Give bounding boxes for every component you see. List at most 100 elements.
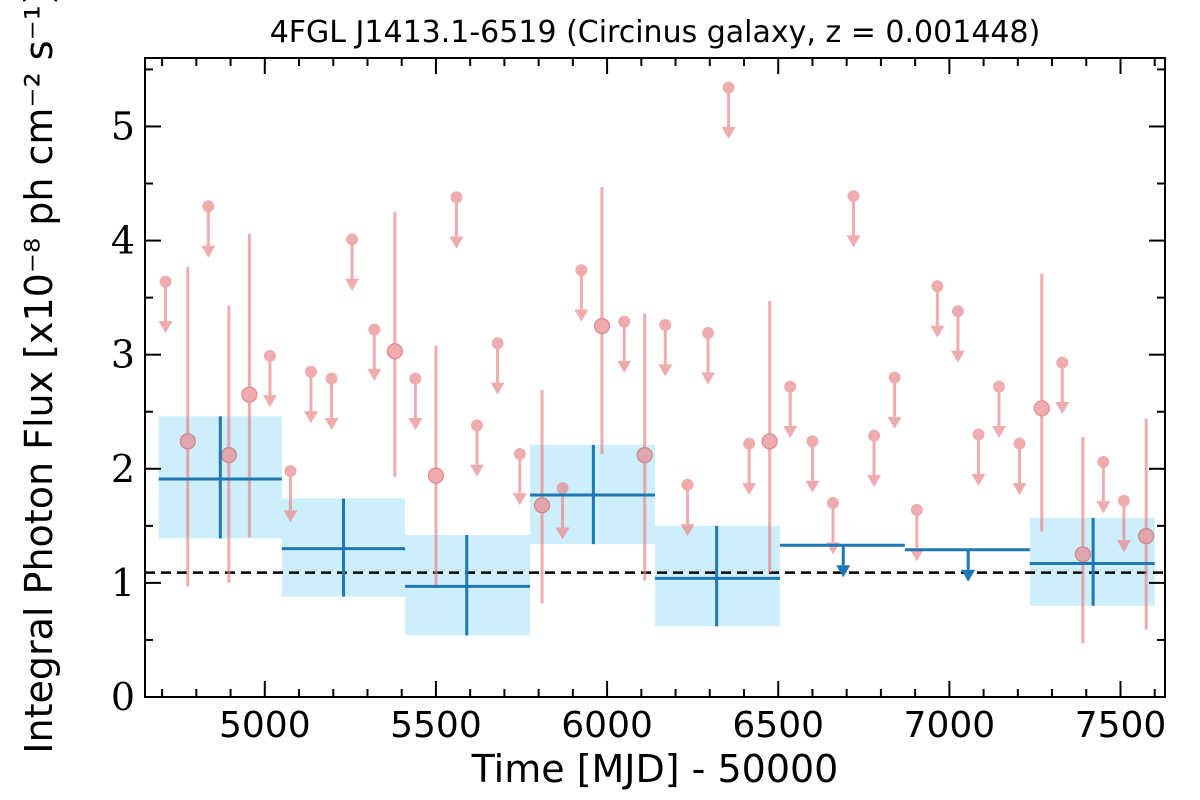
upper-limit-marker — [1013, 437, 1026, 450]
upper-limit-arrow — [867, 475, 882, 488]
short-bin-point-45 — [1074, 436, 1091, 644]
short-bin-point-6 — [262, 349, 277, 408]
upper-limit-arrow — [909, 549, 924, 562]
short-bin-point-42 — [1012, 437, 1027, 496]
data-marker — [1138, 528, 1155, 545]
short-bin-point-38 — [930, 280, 945, 338]
short-bin-point-34 — [846, 190, 861, 248]
upper-limit-arrow — [721, 127, 736, 140]
y-axis-label: Integral Photon Flux [x10⁻⁸ ph cm⁻² s⁻¹] — [17, 0, 61, 754]
upper-limit-arrow — [783, 425, 798, 438]
upper-limit-marker — [491, 337, 504, 350]
short-bin-point-47 — [1116, 494, 1131, 553]
upper-limit-arrow — [1116, 540, 1131, 553]
upper-limit-marker — [702, 326, 715, 339]
short-bin-point-21 — [574, 264, 589, 322]
short-bin-point-32 — [805, 435, 820, 493]
short-bin-point-8 — [304, 365, 319, 424]
short-bin-point-37 — [909, 503, 924, 562]
upper-limit-marker — [513, 447, 526, 460]
short-bin-point-3 — [201, 200, 216, 258]
upper-limit-arrow — [742, 483, 757, 496]
upper-limit-marker — [806, 435, 819, 448]
upper-limit-marker — [305, 365, 318, 378]
short-bin-point-18 — [512, 447, 527, 506]
upper-limit-arrow — [574, 309, 589, 322]
upper-limit-arrow — [658, 364, 673, 377]
upper-limit-arrow — [283, 510, 298, 523]
upper-limit-marker — [346, 233, 359, 246]
upper-limit-arrow — [617, 360, 632, 373]
x-tick-label: 6000 — [561, 705, 653, 746]
y-tick-label: 2 — [111, 447, 135, 491]
upper-limit-marker — [888, 371, 901, 384]
upper-limit-marker — [409, 372, 422, 385]
short-bin-point-2 — [179, 266, 196, 587]
data-marker — [593, 318, 611, 335]
short-bin-point-35 — [867, 429, 882, 488]
data-marker — [1074, 546, 1091, 563]
x-tick-label: 5000 — [219, 705, 311, 746]
y-tick-label: 4 — [111, 219, 135, 263]
x-axis-label: Time [MJD] - 50000 — [471, 747, 839, 791]
upper-limit-marker — [1056, 356, 1069, 369]
upper-limit-marker — [1097, 455, 1110, 468]
upper-limit-arrow — [345, 278, 360, 291]
upper-limit-arrow — [680, 524, 695, 537]
upper-limit-arrow — [930, 325, 945, 338]
upper-limit-marker — [325, 372, 338, 385]
upper-limit-marker — [556, 482, 569, 495]
upper-limit-marker — [471, 419, 484, 432]
upper-limit-arrow — [555, 527, 570, 540]
x-tick-label: 7500 — [1075, 705, 1167, 746]
short-bin-point-9 — [324, 372, 339, 430]
short-bin-point-7 — [283, 465, 298, 523]
upper-limit-arrow — [805, 480, 820, 493]
upper-limit-arrow — [262, 395, 277, 408]
upper-limit-marker — [931, 280, 944, 293]
long-bin-2 — [281, 498, 406, 597]
upper-limit-marker — [868, 429, 881, 442]
short-bin-point-27 — [701, 326, 716, 385]
short-bin-point-44 — [1055, 356, 1070, 415]
data-marker — [761, 433, 778, 450]
short-bin-point-31 — [783, 380, 798, 438]
upper-limit-marker — [847, 190, 860, 203]
short-bin-point-11 — [367, 323, 382, 381]
upper-limit-marker — [826, 497, 839, 510]
upper-limit-arrow — [324, 417, 339, 430]
upper-limit-arrow — [1012, 483, 1027, 496]
short-bin-point-14 — [427, 345, 445, 588]
short-bin-point-43 — [1033, 273, 1050, 532]
upper-limit-marker — [972, 428, 985, 441]
plot-frame — [144, 57, 1166, 698]
short-bin-point-30 — [761, 301, 778, 573]
data-marker — [533, 497, 551, 514]
upper-limit-marker — [784, 380, 797, 393]
upper-limit-arrow — [304, 411, 319, 424]
long-bin-limit-arrow — [836, 565, 851, 578]
upper-limit-arrow — [1055, 402, 1070, 415]
short-bin-point-19 — [533, 390, 551, 604]
x-tick-label: 5500 — [390, 705, 482, 746]
long-bin-7 — [904, 548, 1030, 582]
data-marker — [179, 433, 196, 450]
x-tick-label: 7000 — [904, 705, 996, 746]
upper-limit-marker — [159, 275, 172, 288]
upper-limit-marker — [681, 478, 694, 491]
upper-limit-arrow — [846, 235, 861, 248]
long-bin-8 — [1029, 517, 1155, 606]
y-tick-label: 5 — [111, 104, 135, 148]
upper-limit-arrow — [512, 493, 527, 506]
upper-limit-marker — [284, 465, 297, 478]
y-tick-label: 3 — [111, 333, 135, 377]
short-bin-point-4 — [220, 305, 237, 583]
short-bin-point-29 — [742, 437, 757, 496]
upper-limit-arrow — [971, 473, 986, 486]
short-bin-point-39 — [950, 305, 965, 363]
upper-limit-marker — [618, 315, 631, 328]
short-bin-point-28 — [721, 81, 736, 140]
upper-limit-arrow — [991, 425, 1006, 438]
short-bin-point-13 — [408, 372, 423, 430]
